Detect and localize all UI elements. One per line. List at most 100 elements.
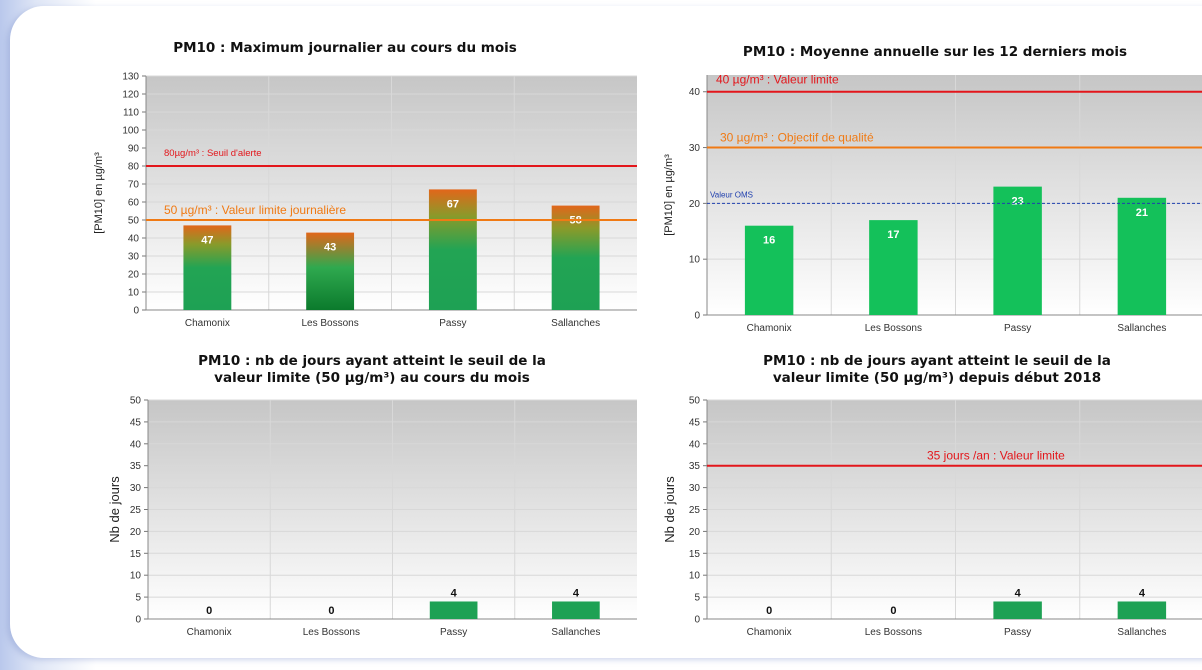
bar-value-label: 0 <box>890 605 896 617</box>
bar-value-label: 0 <box>328 605 334 617</box>
y-tick-label: 0 <box>135 615 141 626</box>
chart-max-daily: PM10 : Maximum journalier au cours du mo… <box>93 40 637 329</box>
bar-chamonix <box>744 225 794 315</box>
threshold-label: 80µg/m³ : Seuil d'alerte <box>164 148 262 159</box>
x-tick-label: Les Bossons <box>303 627 360 638</box>
bar-chamonix <box>183 225 232 310</box>
chart-title: PM10 : Maximum journalier au cours du mo… <box>173 40 517 56</box>
y-tick-label: 45 <box>689 417 701 428</box>
y-tick-label: 10 <box>689 571 701 582</box>
y-tick-label: 30 <box>689 143 701 154</box>
y-axis-label: [PM10] en µg/m³ <box>663 154 675 236</box>
x-tick-label: Passy <box>439 318 466 329</box>
bar-value-label: 4 <box>1139 587 1146 599</box>
y-tick-label: 30 <box>130 483 142 494</box>
bar-value-label: 16 <box>763 235 775 247</box>
x-tick-label: Sallanches <box>1117 627 1166 638</box>
y-tick-label: 25 <box>130 505 142 516</box>
y-tick-label: 50 <box>128 216 140 227</box>
bar-value-label: 4 <box>573 587 580 599</box>
threshold-label: 30 µg/m³ : Objectif de qualité <box>720 131 874 145</box>
x-tick-label: Passy <box>1004 627 1031 638</box>
y-tick-label: 100 <box>122 126 139 137</box>
chart-title-line-1: PM10 : nb de jours ayant atteint le seui… <box>198 353 546 369</box>
y-tick-label: 10 <box>689 255 701 266</box>
x-tick-label: Les Bossons <box>301 318 358 329</box>
chart-days-year: PM10 : nb de jours ayant atteint le seui… <box>662 353 1202 638</box>
y-tick-label: 110 <box>123 108 139 119</box>
y-tick-label: 20 <box>128 270 140 281</box>
y-axis-label: Nb de jours <box>107 476 122 543</box>
y-tick-label: 20 <box>689 199 701 210</box>
x-tick-label: Les Bossons <box>865 627 922 638</box>
y-tick-label: 90 <box>128 144 140 155</box>
bar-sallanches <box>1117 601 1167 619</box>
y-tick-label: 10 <box>128 288 140 299</box>
y-tick-label: 30 <box>128 252 140 263</box>
x-tick-label: Les Bossons <box>865 323 922 334</box>
x-tick-label: Passy <box>440 627 467 638</box>
bar-value-label: 67 <box>447 198 459 210</box>
y-tick-label: 50 <box>130 396 142 407</box>
chart-days-month: PM10 : nb de jours ayant atteint le seui… <box>107 353 637 638</box>
x-tick-label: Chamonix <box>187 627 232 638</box>
bar-sallanches <box>552 601 600 619</box>
y-tick-label: 45 <box>130 417 142 428</box>
y-tick-label: 5 <box>694 593 700 604</box>
threshold-label: 40 µg/m³ : Valeur limite <box>716 73 839 87</box>
x-tick-label: Sallanches <box>551 318 600 329</box>
bar-value-label: 4 <box>1015 587 1022 599</box>
y-tick-label: 80 <box>128 162 140 173</box>
y-axis-label: [PM10] en µg/m³ <box>93 152 105 234</box>
y-tick-label: 50 <box>689 396 701 407</box>
chart-annual-mean: PM10 : Moyenne annuelle sur les 12 derni… <box>663 44 1202 334</box>
y-tick-label: 5 <box>135 593 141 604</box>
y-tick-label: 30 <box>689 483 701 494</box>
y-tick-label: 0 <box>133 306 139 317</box>
y-tick-label: 20 <box>689 527 701 538</box>
threshold-label: 50 µg/m³ : Valeur limite journalière <box>164 203 346 217</box>
bar-les-bossons <box>869 220 918 315</box>
y-tick-label: 0 <box>694 311 700 322</box>
bar-value-label: 23 <box>1012 196 1024 208</box>
y-tick-label: 40 <box>128 234 140 245</box>
x-tick-label: Sallanches <box>1117 323 1166 334</box>
y-tick-label: 15 <box>689 549 701 560</box>
bar-value-label: 43 <box>324 242 336 254</box>
y-tick-label: 60 <box>128 198 140 209</box>
y-tick-label: 10 <box>130 571 142 582</box>
bar-sallanches <box>1117 197 1167 315</box>
y-tick-label: 35 <box>130 461 142 472</box>
bar-value-label: 0 <box>766 605 772 617</box>
x-tick-label: Chamonix <box>747 627 792 638</box>
y-tick-label: 40 <box>689 87 701 98</box>
bar-value-label: 47 <box>201 234 213 246</box>
y-tick-label: 130 <box>122 72 139 83</box>
y-axis-label: Nb de jours <box>662 476 677 543</box>
bar-sallanches <box>551 205 600 310</box>
threshold-label: Valeur OMS <box>710 190 753 199</box>
bar-value-label: 4 <box>451 587 458 599</box>
y-tick-label: 0 <box>694 615 700 626</box>
threshold-label: 35 jours /an : Valeur limite <box>927 449 1065 463</box>
y-tick-label: 40 <box>689 439 701 450</box>
y-tick-label: 40 <box>130 439 142 450</box>
y-tick-label: 70 <box>128 180 140 191</box>
y-tick-label: 25 <box>689 505 701 516</box>
y-tick-label: 20 <box>130 527 142 538</box>
bar-passy <box>428 189 477 310</box>
bar-value-label: 0 <box>206 605 212 617</box>
chart-title-line-1: PM10 : nb de jours ayant atteint le seui… <box>763 353 1111 369</box>
bar-les-bossons <box>306 232 355 310</box>
x-tick-label: Sallanches <box>551 627 600 638</box>
chart-title-line-2: valeur limite (50 µg/m³) au cours du moi… <box>214 370 530 386</box>
y-tick-label: 15 <box>130 549 142 560</box>
chart-title: PM10 : Moyenne annuelle sur les 12 derni… <box>743 44 1127 60</box>
bar-passy <box>993 601 1042 619</box>
x-tick-label: Chamonix <box>185 318 230 329</box>
bar-value-label: 21 <box>1136 207 1148 219</box>
x-tick-label: Chamonix <box>747 323 792 334</box>
bar-passy <box>993 186 1042 315</box>
bar-value-label: 17 <box>887 229 899 241</box>
y-tick-label: 35 <box>689 461 701 472</box>
